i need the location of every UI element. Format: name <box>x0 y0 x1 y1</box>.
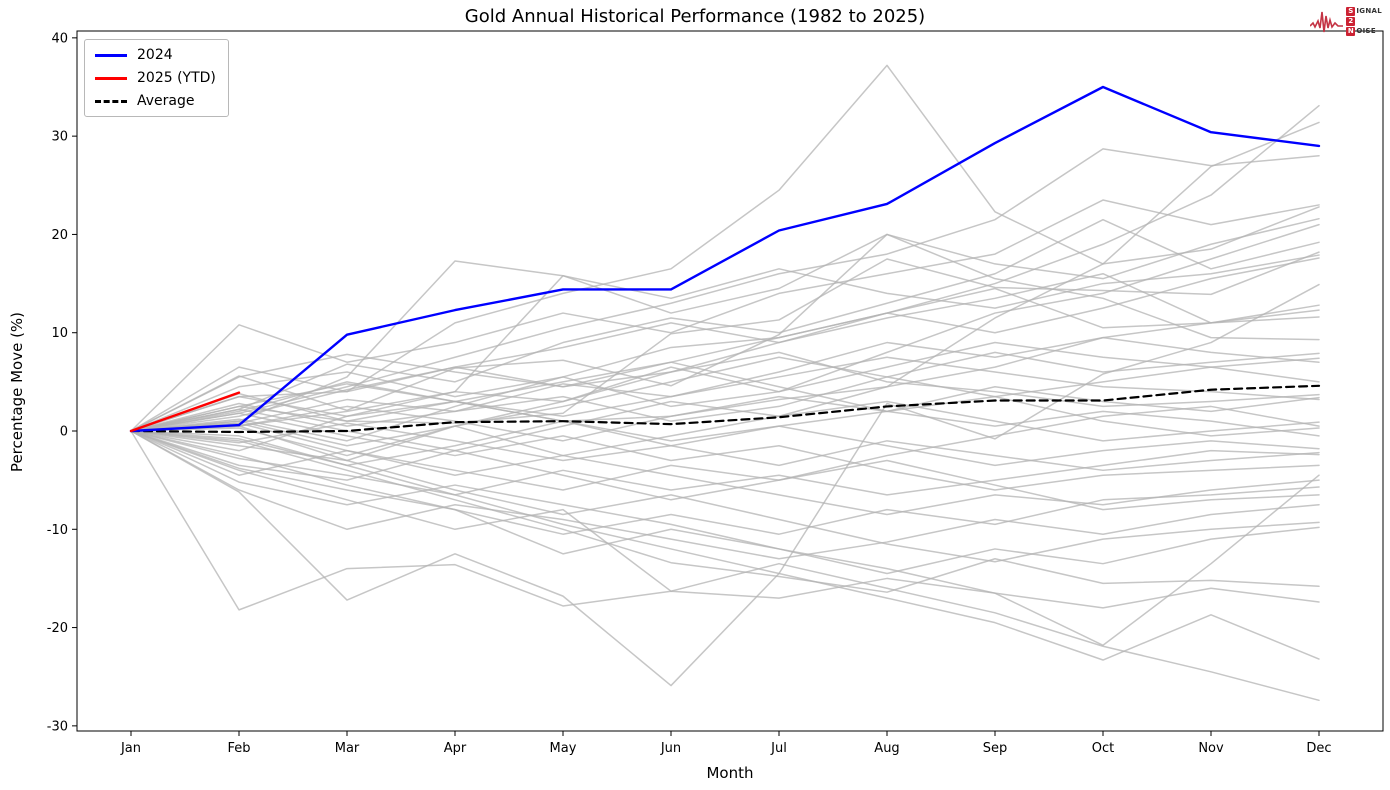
chart-title: Gold Annual Historical Performance (1982… <box>464 6 926 27</box>
logo-letter-badge: S <box>1346 6 1356 16</box>
tick-label: 30 <box>51 130 68 145</box>
legend: 2024 2025 (YTD) Average <box>84 39 229 117</box>
average-line <box>129 384 1321 434</box>
tick-label: 20 <box>51 228 68 243</box>
logo-letter-badge: N <box>1346 26 1356 36</box>
axes-spines <box>76 30 1384 732</box>
historical-year-line <box>130 283 1320 687</box>
logo-word-rest: IGNAL <box>1356 7 1382 15</box>
historical-year-line <box>130 257 1320 432</box>
tick-label: Oct <box>1092 741 1114 756</box>
tick-label: Mar <box>335 741 360 756</box>
tick-label: Jan <box>120 741 141 756</box>
historical-year-line <box>130 104 1320 432</box>
logo-letter-badge: 2 <box>1346 16 1356 26</box>
legend-entry: Average <box>95 93 216 109</box>
tick-label: Feb <box>227 741 250 756</box>
historical-year-line <box>130 233 1320 432</box>
tick-label: -30 <box>47 719 68 734</box>
historical-year-line <box>130 223 1320 462</box>
historical-year-line <box>130 395 1320 442</box>
historical-year-line <box>130 366 1320 432</box>
historical-year-line <box>130 430 1320 702</box>
historical-year-line <box>130 400 1320 457</box>
historical-year-line <box>130 287 1320 442</box>
line-2025-ytd <box>129 391 241 433</box>
historical-year-line <box>130 383 1320 472</box>
tick-label: Sep <box>983 741 1008 756</box>
line-2024 <box>129 85 1321 433</box>
logo-text: S IGNAL 2 N OISE <box>1346 6 1382 36</box>
historical-year-line <box>130 361 1320 437</box>
historical-year-line <box>130 430 1320 560</box>
tick-label: Aug <box>874 741 899 756</box>
tick-label: Apr <box>444 741 467 756</box>
historical-year-line <box>130 430 1320 496</box>
y-axis-label: Percentage Move (%) <box>8 311 26 473</box>
legend-line-swatch <box>95 53 127 57</box>
logo-word-rest: OISE <box>1356 27 1376 35</box>
historical-year-line <box>130 309 1320 432</box>
historical-year-line <box>130 430 1320 593</box>
legend-line-swatch <box>95 99 127 103</box>
tick-label: -20 <box>47 621 68 636</box>
historical-year-line <box>130 430 1320 661</box>
historical-year-line <box>130 430 1320 647</box>
x-axis-label: Month <box>706 764 754 782</box>
historical-year-line <box>130 356 1320 432</box>
historical-year-line <box>130 422 1320 516</box>
historical-year-line <box>130 218 1320 432</box>
logo-word: N OISE <box>1346 26 1382 36</box>
historical-year-line <box>130 408 1320 511</box>
logo-word: 2 <box>1346 16 1382 26</box>
legend-line-swatch <box>95 76 127 80</box>
waveform-icon <box>1310 11 1344 33</box>
historical-year-line <box>130 336 1320 481</box>
historical-year-line <box>130 199 1320 432</box>
legend-label: 2024 <box>137 47 173 63</box>
legend-label: Average <box>137 93 195 109</box>
legend-entry: 2024 <box>95 47 216 63</box>
historical-year-line <box>130 148 1320 432</box>
tick-label: Jul <box>770 741 787 756</box>
historical-year-line <box>130 251 1320 432</box>
historical-year-line <box>130 422 1320 467</box>
tick-label: 10 <box>51 326 68 341</box>
historical-year-line <box>130 412 1320 491</box>
signal2noise-logo: S IGNAL 2 N OISE <box>1310 6 1382 36</box>
historical-year-line <box>130 425 1320 563</box>
historical-year-line <box>130 121 1320 432</box>
logo-word: S IGNAL <box>1346 6 1382 16</box>
historical-year-line <box>130 217 1320 432</box>
historical-year-line <box>130 64 1320 432</box>
historical-year-line <box>130 430 1320 535</box>
historical-year-line <box>130 341 1320 432</box>
historical-year-line <box>130 430 1320 575</box>
tick-label: May <box>550 741 577 756</box>
tick-label: 0 <box>60 425 68 440</box>
tick-label: 40 <box>51 31 68 46</box>
tick-label: Jun <box>660 741 681 756</box>
tick-label: Dec <box>1306 741 1331 756</box>
historical-year-line <box>130 430 1320 611</box>
historical-year-line <box>130 351 1320 432</box>
tick-label: -10 <box>47 523 68 538</box>
legend-label: 2025 (YTD) <box>137 70 216 86</box>
tick-label: Nov <box>1198 741 1224 756</box>
historical-year-line <box>130 351 1320 457</box>
historical-year-line <box>130 254 1320 452</box>
legend-entry: 2025 (YTD) <box>95 70 216 86</box>
